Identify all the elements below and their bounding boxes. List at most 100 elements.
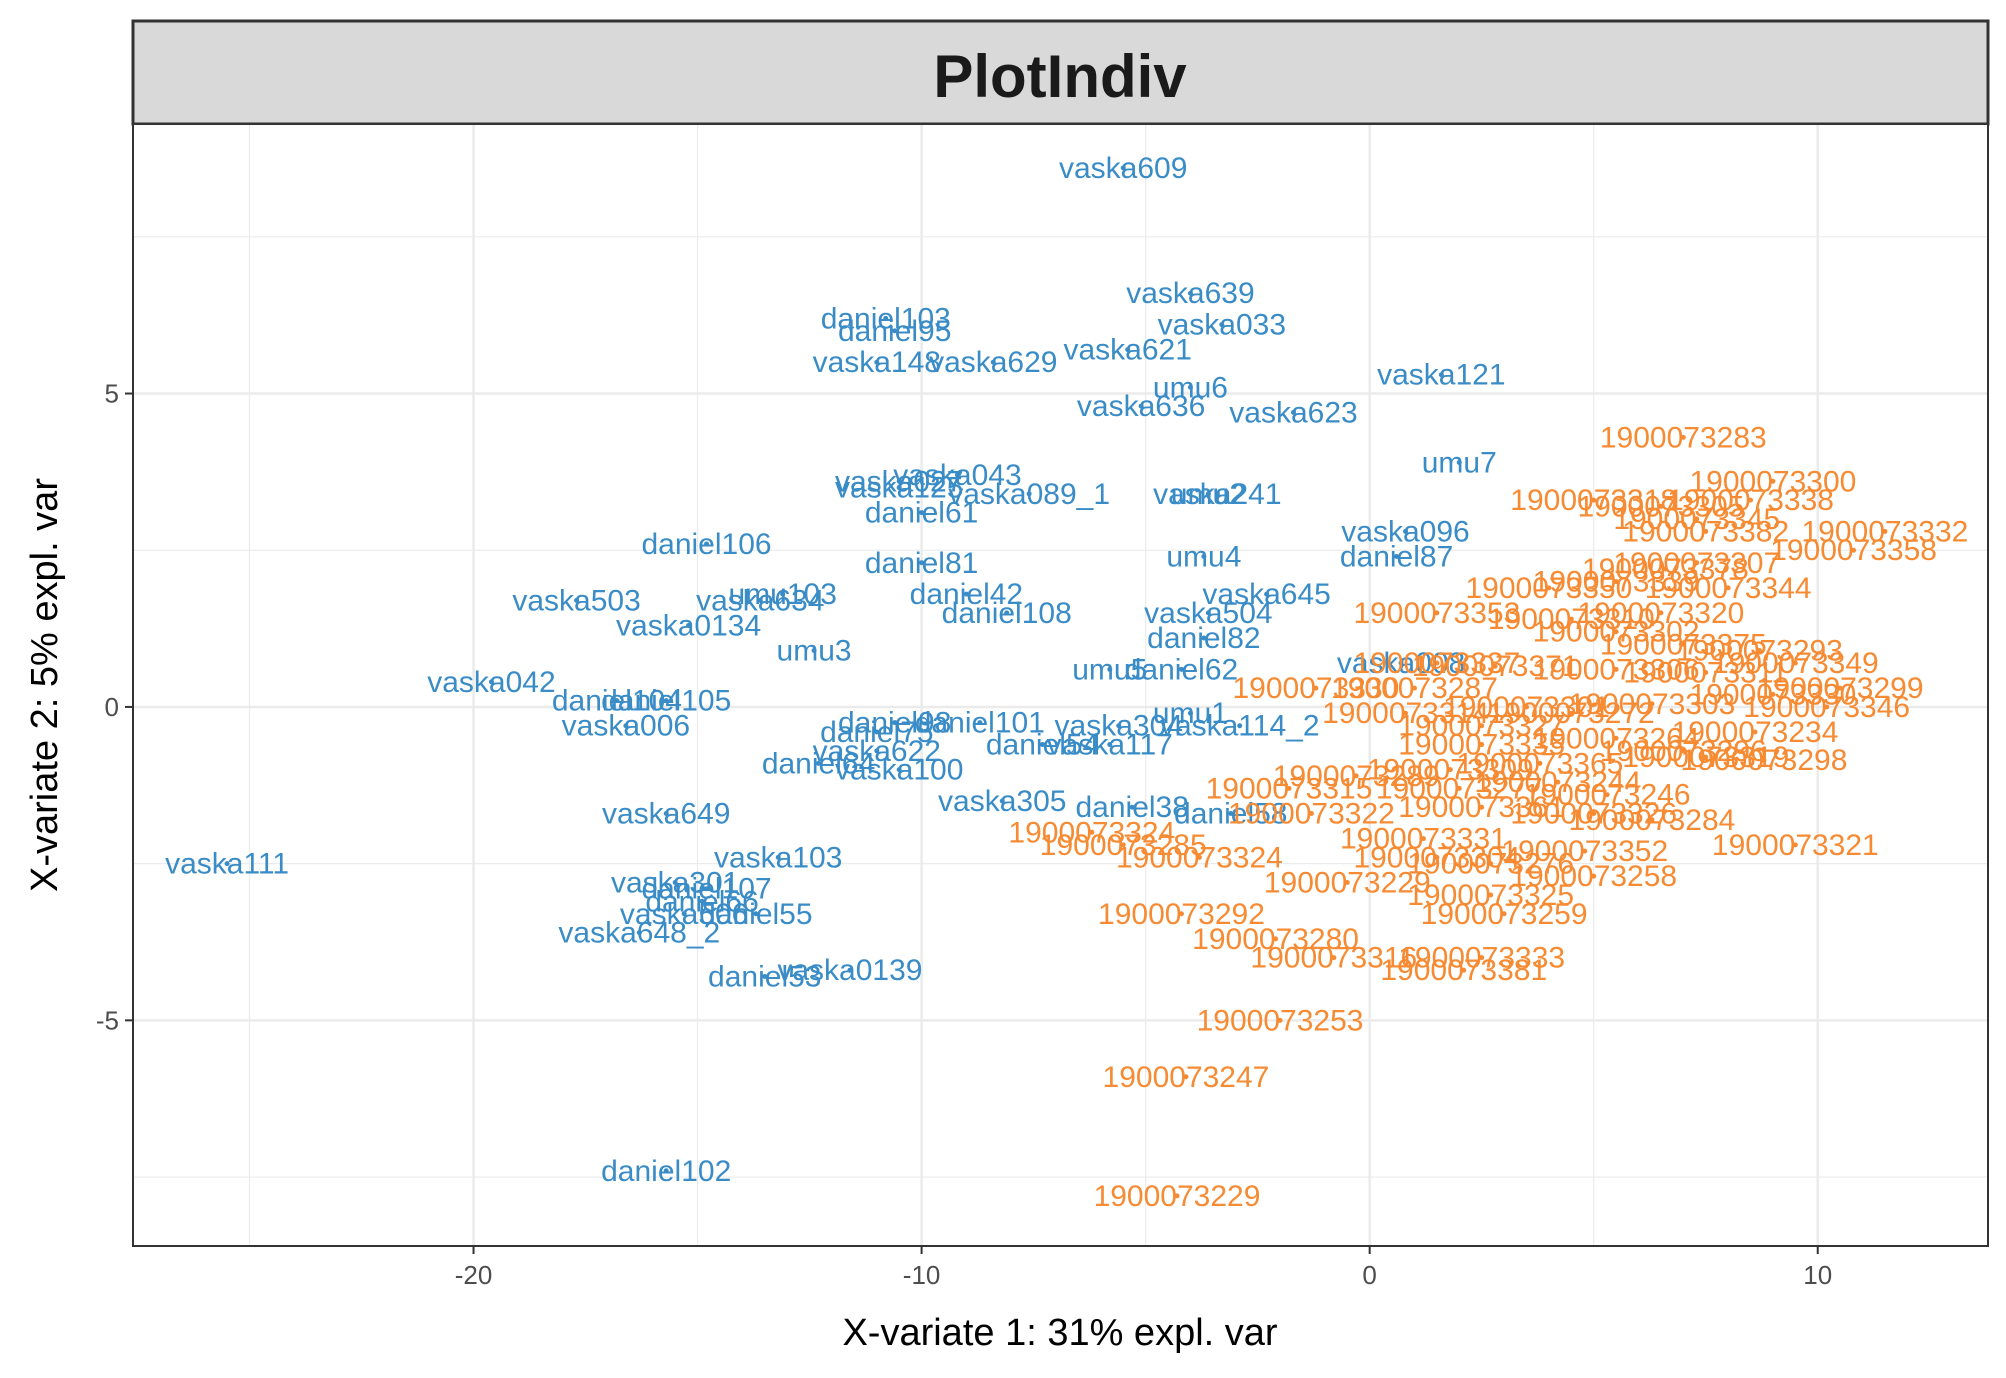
point-label: vaska305 [938,785,1066,818]
data-point [1456,459,1462,465]
data-point [1461,967,1467,973]
point-label: 1900073319 [1622,741,1789,774]
data-point [874,359,880,365]
x-tick-label: 10 [1803,1260,1832,1290]
data-point [896,478,902,484]
data-point [1040,742,1046,748]
data-point [1568,710,1574,716]
point-label: 1900073330 [1689,678,1856,711]
data-point [663,1168,669,1174]
data-point [1479,723,1485,729]
data-point [883,315,889,321]
data-point [663,810,669,816]
grid-lines [133,124,1988,1246]
data-point [1523,704,1529,710]
data-point [681,911,687,917]
point-label: 1900073322 [1228,797,1395,830]
data-point [1214,491,1220,497]
point-label: 1900073309 [1367,754,1534,787]
data-point [1479,804,1485,810]
data-point [1403,710,1409,716]
plot-panel [133,124,1988,1246]
point-label: vaska008 [1337,647,1465,680]
point-label: 1900073299 [1757,672,1924,705]
point-label: 1900073229 [1094,1180,1261,1213]
point-label: daniel66 [645,885,758,918]
point-label: daniel98 [838,707,951,740]
point-label: 1900073352 [1501,835,1668,868]
data-point [1411,685,1417,691]
data-point [1107,742,1113,748]
point-label: vaska645 [1202,578,1330,611]
point-label: daniel104 [552,685,682,718]
point-label: 1900073289 [1273,760,1440,793]
data-point [1501,911,1507,917]
point-label: 1900073338 [1667,484,1834,517]
data-point [757,597,763,603]
point-label: vaska043 [893,459,1021,492]
point-label: 1900073253 [1197,1004,1364,1037]
point-label: vaska622 [813,735,941,768]
point-label: daniel102 [601,1155,731,1188]
data-point [775,854,781,860]
point-label: vaska241 [1153,478,1281,511]
point-label: vaska103 [714,841,842,874]
data-point [1187,290,1193,296]
point-label: vaska100 [835,754,963,787]
data-point [1703,669,1709,675]
data-point [1290,409,1296,415]
data-point [1837,685,1843,691]
data-point [1228,810,1234,816]
data-point [672,879,678,885]
point-label: 1900073330 [1232,672,1399,705]
x-tick-label: -10 [903,1260,941,1290]
data-point [1649,817,1655,823]
data-point [623,723,629,729]
data-point [1680,641,1686,647]
data-point [1237,723,1243,729]
point-label: daniel95 [838,315,951,348]
data-point [1174,1193,1180,1199]
point-label: vaska111 [165,848,289,881]
point-label: 1900073304 [1353,841,1520,874]
point-label: vaska033 [1158,309,1286,342]
point-label: daniel101 [915,707,1045,740]
data-point [1568,616,1574,622]
point-label: vaska125 [835,472,963,505]
point-label: umu1 [1153,697,1228,730]
data-point [663,698,669,704]
point-label: umu5 [1072,653,1147,686]
point-label: daniel81 [865,547,978,580]
point-label: 1900073337 [1353,647,1520,680]
data-point [488,679,494,685]
x-tick-label: -20 [455,1260,493,1290]
point-label: daniel58 [1174,797,1287,830]
point-label: 1900073378 [1582,553,1749,586]
data-point [1219,322,1225,328]
point-label: 1900073345 [1613,503,1780,536]
data-point [1205,491,1211,497]
data-point [1434,610,1440,616]
point-label: vaska648_2 [558,917,720,950]
point-label: daniel107 [641,873,771,906]
data-point [574,597,580,603]
point-label: 1900073292 [1098,898,1265,931]
point-label: 1900073371 [1412,650,1579,683]
x-tick-label: 0 [1362,1260,1376,1290]
data-point [816,760,822,766]
point-label: 1900073350 [1465,572,1632,605]
point-label: 1900073280 [1192,923,1359,956]
data-point [1649,701,1655,707]
x-axis-ticks: -20 -10 0 10 [455,1246,1832,1290]
data-point [1488,892,1494,898]
data-point [1537,760,1543,766]
data-labels: vaska609vaska639vaska033daniel103daniel9… [165,152,1968,1213]
point-label: 1900073339 [1533,566,1700,599]
point-label: 1900073326 [1510,797,1677,830]
point-label: 1900073284 [1569,804,1736,837]
data-point [1178,911,1184,917]
data-point [1479,742,1485,748]
data-point [963,591,969,597]
data-point [1752,729,1758,735]
point-label: 1900073277 [1376,772,1543,805]
